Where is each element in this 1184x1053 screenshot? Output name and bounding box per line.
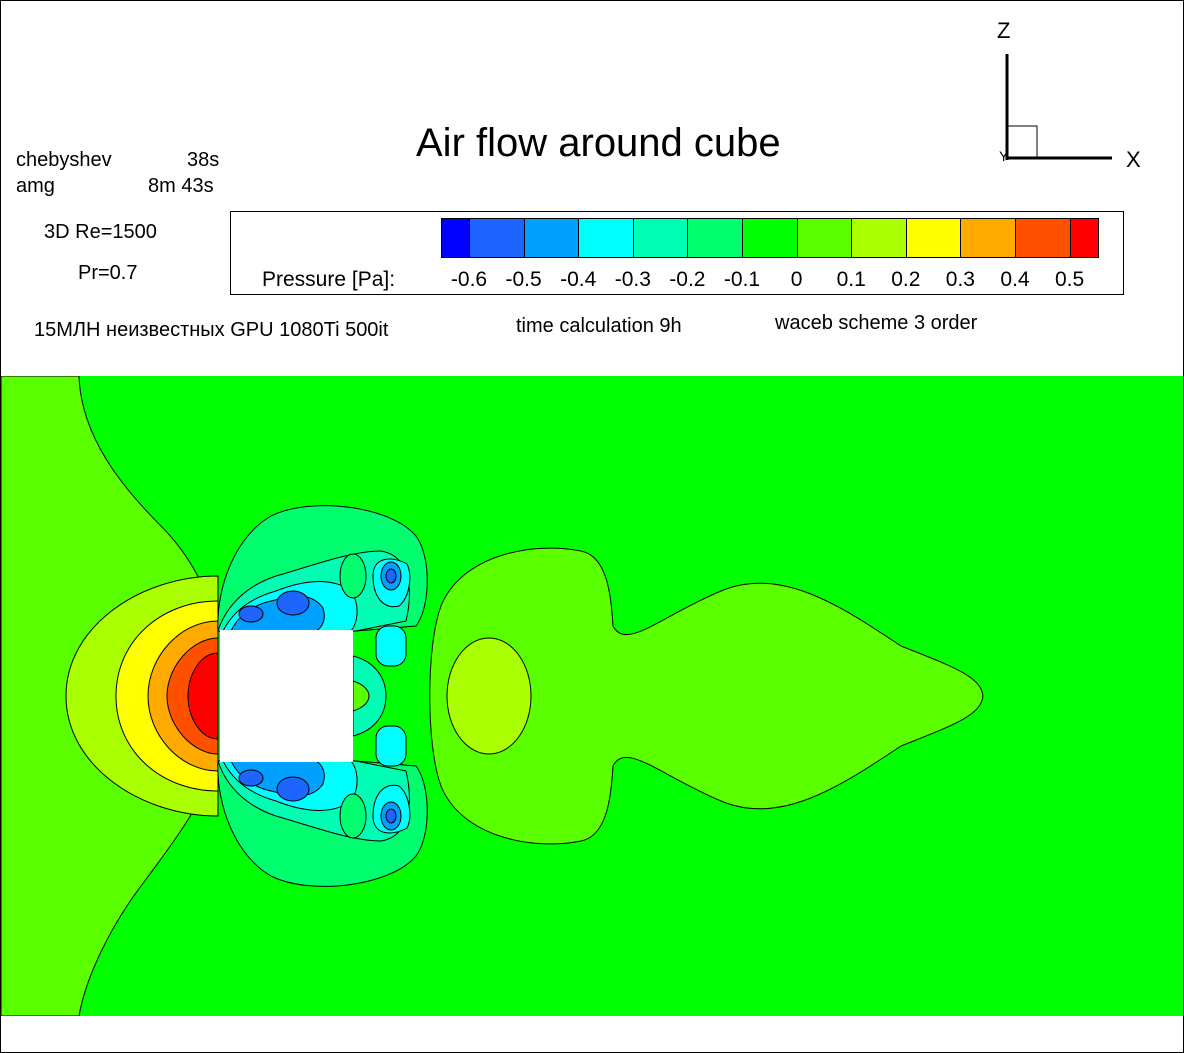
legend-tick-label: -0.5 bbox=[505, 268, 542, 291]
legend-tick-label: 0.5 bbox=[1054, 268, 1085, 291]
scheme-note: waceb scheme 3 order bbox=[775, 312, 978, 334]
cube-obstacle bbox=[220, 630, 353, 762]
axes-triad-lines bbox=[1005, 54, 1112, 160]
bottom-vortex-b bbox=[238, 769, 264, 787]
legend-swatch bbox=[742, 219, 798, 257]
bottom-bubble bbox=[339, 793, 367, 839]
near-wake-core bbox=[352, 680, 370, 712]
legend-swatch bbox=[442, 219, 470, 257]
solver-2-time: 8m 43s bbox=[148, 175, 214, 197]
x-axis-label: X bbox=[1126, 147, 1141, 172]
prandtl-number: Pr=0.7 bbox=[78, 262, 138, 284]
legend-tick-label: 0.3 bbox=[945, 268, 975, 291]
time-note: time calculation 9h bbox=[516, 315, 682, 337]
stagnation-max bbox=[187, 652, 219, 740]
legend-label: Pressure [Pa]: bbox=[262, 268, 396, 291]
legend-swatch bbox=[688, 219, 743, 257]
legend-tick-label: 0 bbox=[790, 268, 803, 291]
legend-swatch bbox=[961, 219, 1016, 257]
solver-1-name: chebyshev bbox=[16, 149, 112, 171]
wake-high-pressure bbox=[446, 637, 532, 755]
legend-swatch bbox=[1015, 219, 1071, 257]
legend-swatch bbox=[633, 219, 689, 257]
bottom-side-cell bbox=[375, 725, 407, 767]
legend-tick-label: -0.4 bbox=[560, 268, 597, 291]
z-axis-label: Z bbox=[997, 18, 1011, 43]
top-vortex-a bbox=[276, 590, 310, 616]
pressure-contour-field bbox=[1, 376, 1183, 1016]
mesh-note: 15МЛН неизвестных GPU 1080Ti 500it bbox=[34, 319, 389, 341]
bottom-vortex-a bbox=[276, 776, 310, 802]
legend-swatch bbox=[906, 219, 962, 257]
reynolds-number: 3D Re=1500 bbox=[44, 221, 157, 243]
legend-colorbar bbox=[441, 218, 1099, 258]
legend-swatch bbox=[797, 219, 853, 257]
legend-swatch bbox=[852, 219, 907, 257]
top-vortex-b bbox=[238, 605, 264, 623]
top-side-cell bbox=[375, 625, 407, 667]
top-cell-eye bbox=[385, 568, 397, 584]
top-bubble bbox=[339, 553, 367, 599]
legend-tick-label: -0.6 bbox=[450, 268, 488, 291]
legend-tick-label: 0.4 bbox=[1000, 268, 1030, 291]
legend-swatch bbox=[1070, 219, 1098, 257]
legend bbox=[230, 211, 1124, 295]
legend-swatch bbox=[470, 219, 525, 257]
legend-swatch bbox=[524, 219, 580, 257]
solver-1-time: 38s bbox=[187, 149, 220, 171]
plot-title: Air flow around cube bbox=[416, 121, 781, 165]
legend-tick-label: -0.2 bbox=[669, 268, 706, 291]
legend-tick-label: 0.2 bbox=[891, 268, 921, 291]
wake-region bbox=[429, 547, 984, 845]
y-axis-label: Y bbox=[999, 148, 1009, 164]
legend-tick-label: -0.1 bbox=[723, 268, 761, 291]
bottom-cell-eye bbox=[385, 808, 397, 824]
legend-tick-label: 0.1 bbox=[836, 268, 866, 291]
legend-swatch bbox=[579, 219, 634, 257]
solver-2-name: amg bbox=[16, 175, 55, 197]
axes-triad: Z X Y bbox=[990, 18, 1150, 178]
legend-tick-label: -0.3 bbox=[614, 268, 651, 291]
